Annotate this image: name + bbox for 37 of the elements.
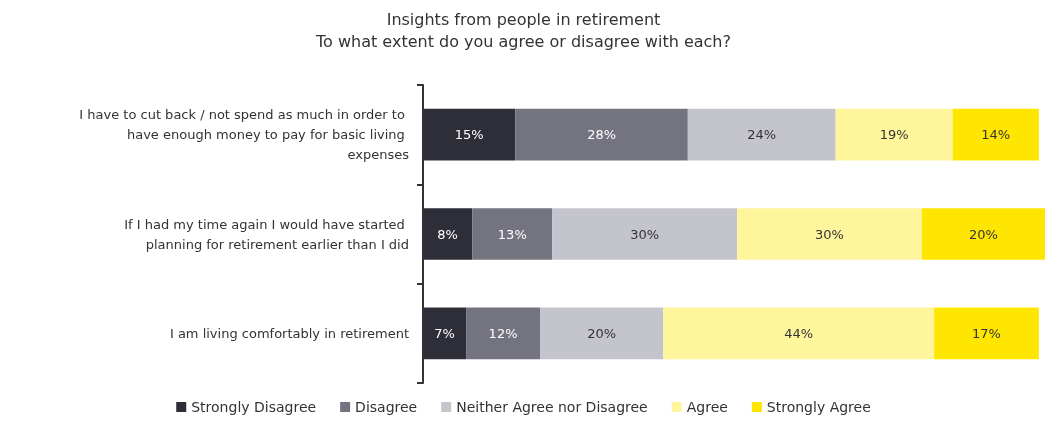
bar [952, 108, 1039, 161]
data-label: 30% [815, 226, 844, 242]
data-label: 13% [497, 226, 527, 242]
data-label: 28% [587, 127, 617, 143]
bar [934, 307, 1039, 360]
bar [466, 307, 541, 360]
y-tick-label: I am living comfortably in retirement [169, 325, 409, 341]
bar [552, 208, 738, 260]
legend-label: Strongly Agree [766, 399, 871, 415]
legend-label: Neither Agree nor Disagree [456, 399, 648, 415]
chart-title: Insights from people in retirement [386, 9, 661, 29]
data-label: 24% [747, 127, 777, 143]
legend-label: Strongly Disagree [191, 399, 317, 415]
bar [663, 307, 935, 360]
data-label: 14% [981, 127, 1011, 143]
data-label: 20% [968, 226, 998, 242]
y-tick-label: I have to cut back / not spend as much in order to have enough money to pay for basic living expenses [79, 107, 410, 163]
data-label: 44% [784, 325, 814, 341]
data-label: 30% [630, 226, 660, 242]
legend-label: Disagree [355, 399, 418, 415]
data-label: 8% [437, 226, 458, 242]
data-label: 15% [454, 127, 484, 143]
bar [835, 108, 953, 161]
bar [540, 307, 664, 360]
bar [515, 108, 688, 161]
bar [921, 208, 1045, 260]
data-label: 19% [879, 127, 909, 143]
y-tick-label: If I had my time again I would have started planning for retirement earlier than I did [124, 216, 409, 252]
bar [687, 108, 836, 161]
data-label: 20% [587, 325, 617, 341]
data-label: 12% [488, 325, 518, 341]
data-label: 17% [972, 325, 1001, 341]
data-label: 7% [434, 325, 455, 341]
legend-label: Agree [686, 399, 728, 415]
chart-subtitle: To what extent do you agree or disagree with each? [315, 31, 731, 51]
bar [472, 208, 553, 260]
bar [737, 208, 922, 260]
